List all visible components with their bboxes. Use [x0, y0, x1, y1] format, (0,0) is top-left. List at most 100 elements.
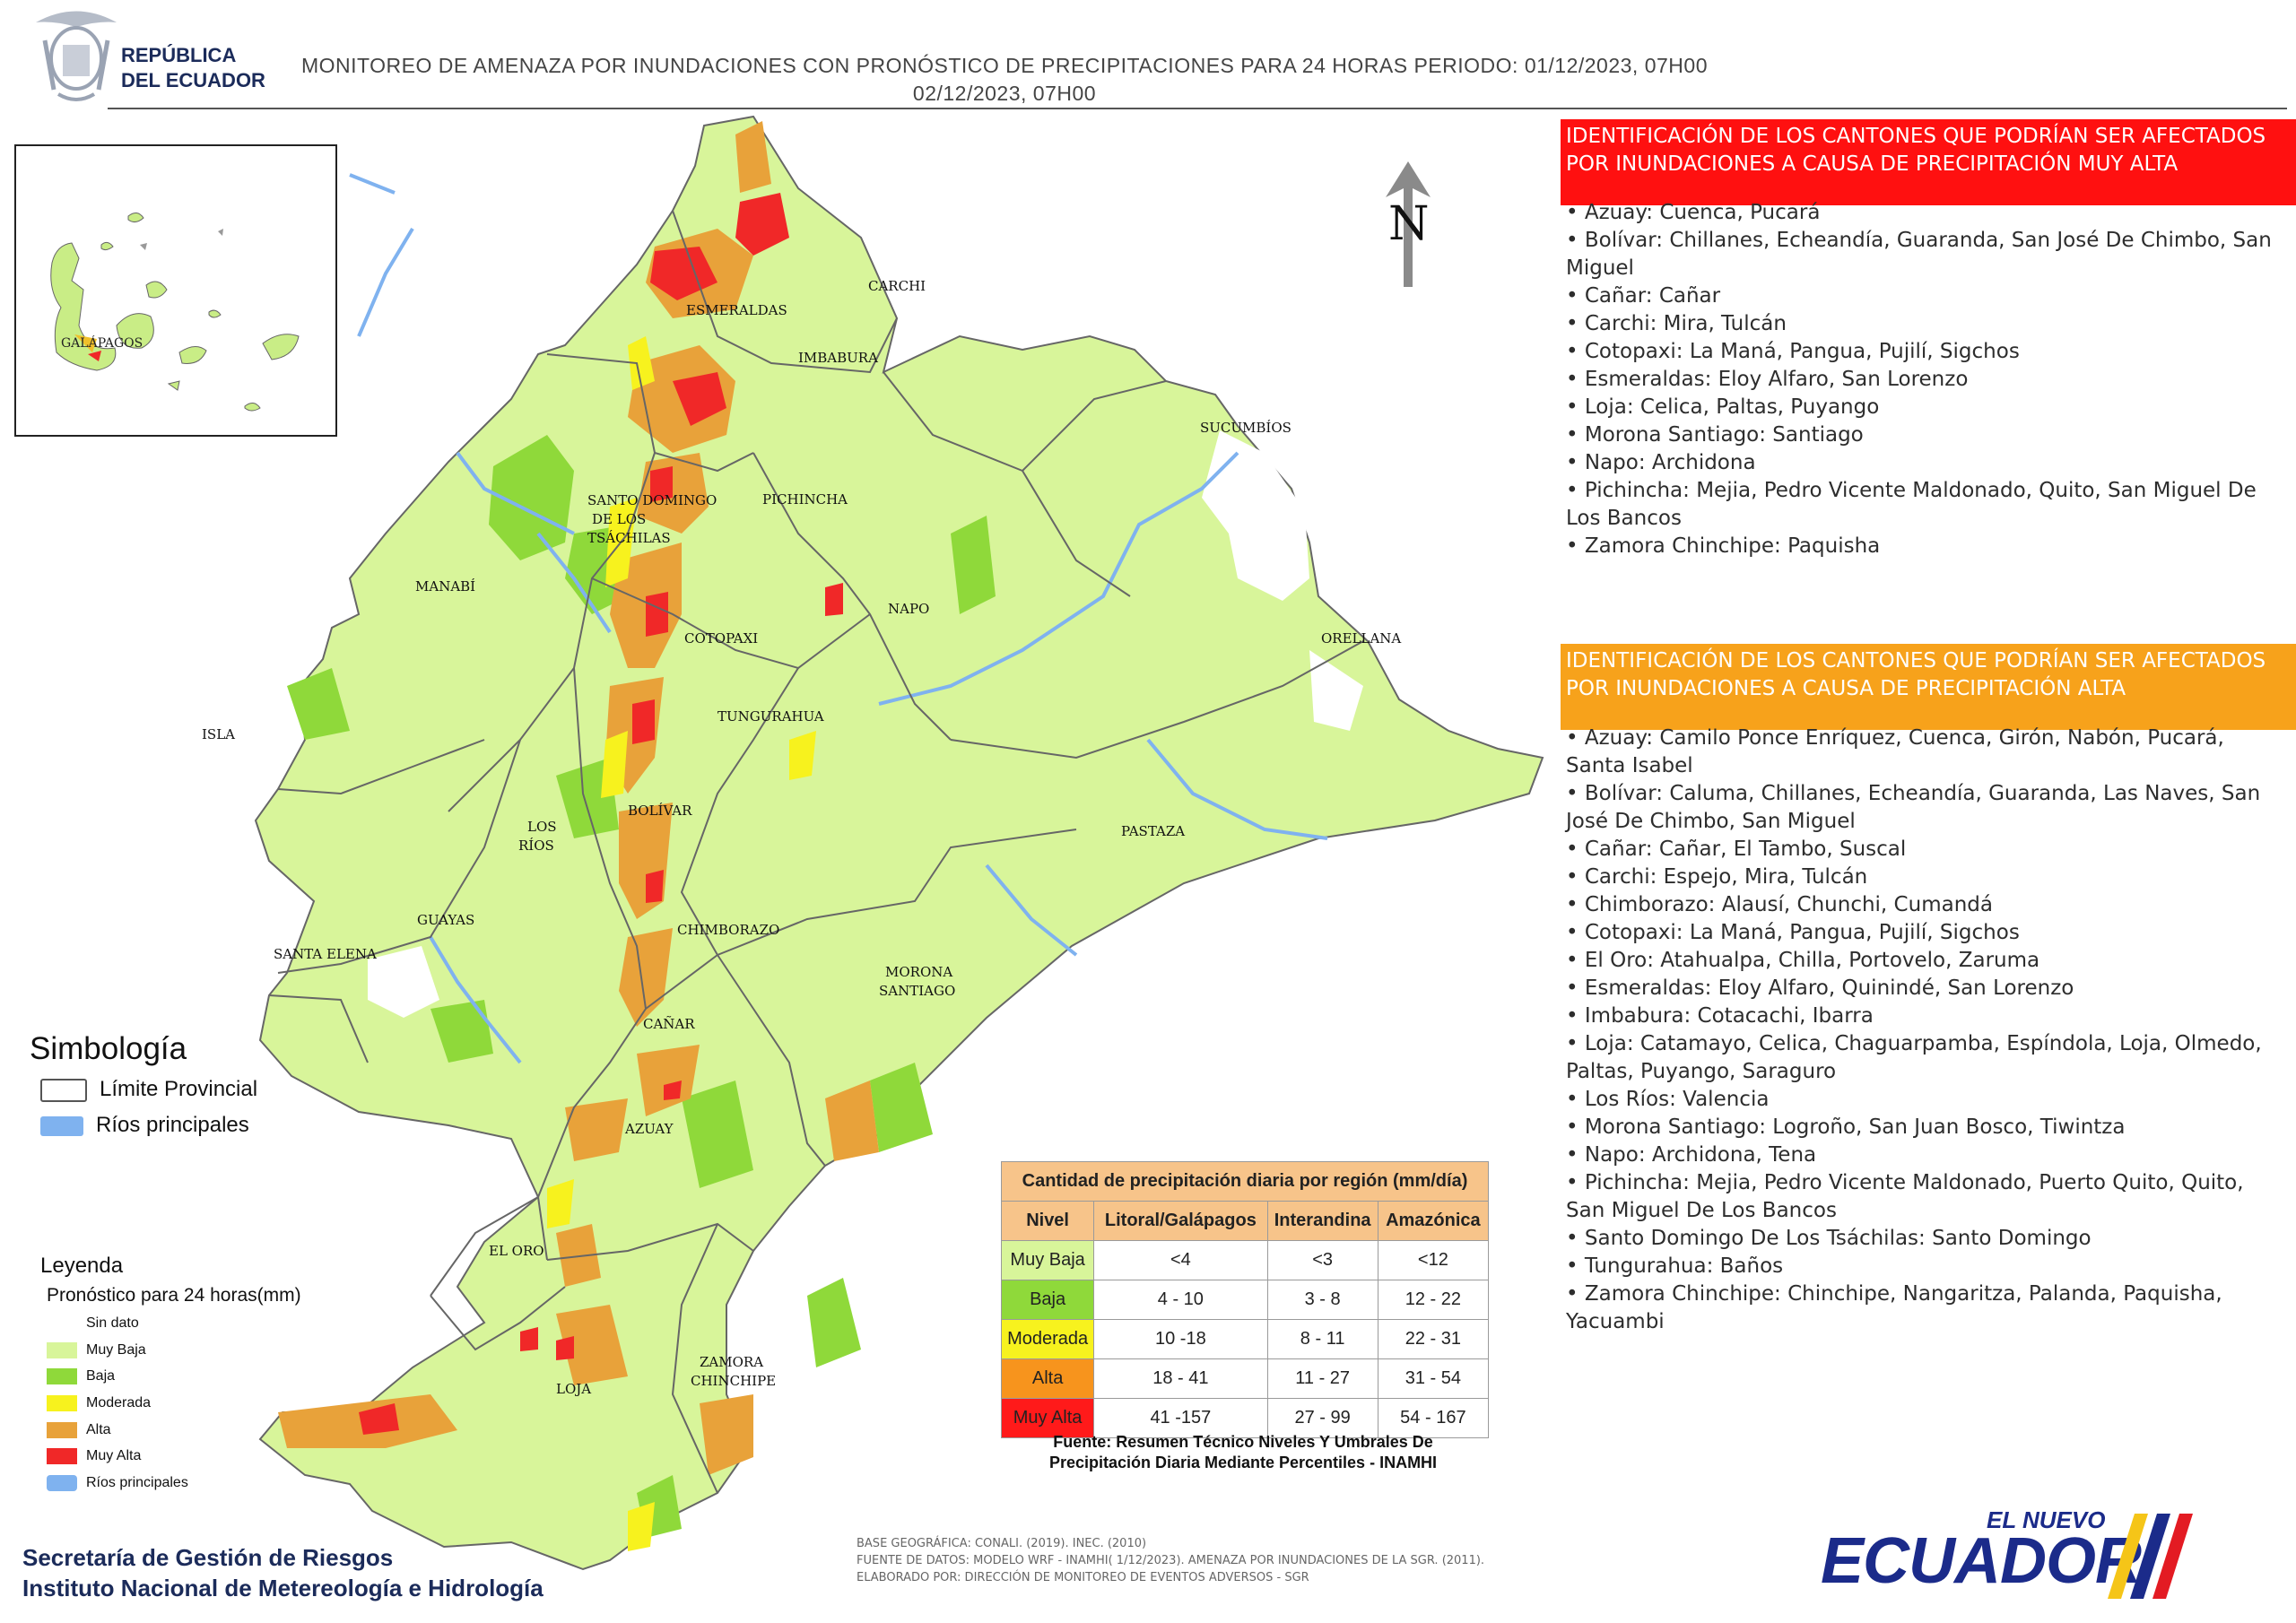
leyenda-subtitle: Pronóstico para 24 horas(mm) [47, 1285, 301, 1306]
list-item: • Tungurahua: Baños [1566, 1254, 1784, 1278]
list-item: • Cañar: Cañar, El Tambo, Suscal [1566, 838, 1907, 861]
legend-label: Moderada [86, 1395, 152, 1411]
label-santiago: SANTIAGO [879, 983, 956, 999]
north-arrow-icon [1386, 161, 1431, 287]
table-cell: 12 - 22 [1377, 1280, 1490, 1320]
precipitation-thresholds-table: Cantidad de precipitación diaria por reg… [1000, 1161, 1490, 1438]
no-data-area [1309, 650, 1363, 731]
label-azuay: AZUAY [625, 1121, 674, 1137]
list-item: • Bolívar: Chillanes, Echeandía, Guarand… [1566, 229, 2272, 280]
org-line-1: Secretaría de Gestión de Riesgos [22, 1544, 394, 1571]
list-item: • Zamora Chinchipe: Chinchipe, Nangaritz… [1566, 1282, 2222, 1333]
legend-item-muy-alta: Muy Alta [47, 1448, 141, 1464]
legend-item-muy-baja: Muy Baja [47, 1342, 146, 1358]
base-line-3: ELABORADO POR: DIRECCIÓN DE MONITOREO DE… [857, 1571, 1309, 1584]
map-title-line-2: 02/12/2023, 07H00 [912, 82, 1097, 105]
table-cell: 54 - 167 [1377, 1398, 1490, 1438]
list-item: • Carchi: Mira, Tulcán [1566, 312, 1787, 335]
no-data-area [368, 946, 439, 1018]
el-nuevo-ecuador-logo: EL NUEVO ECUADOR [1821, 1506, 2197, 1605]
simbologia-title: Simbología [30, 1031, 187, 1066]
table-cell: 22 - 31 [1377, 1319, 1490, 1359]
galapagos-inset-map: GALÁPAGOS [14, 144, 337, 437]
north-arrow-label: N [1388, 197, 1430, 251]
list-item: • Carchi: Espejo, Mira, Tulcán [1566, 865, 1868, 889]
leyenda-title: Leyenda [40, 1254, 124, 1278]
table-cell: <4 [1093, 1240, 1268, 1280]
table-cell: 10 -18 [1093, 1319, 1268, 1359]
list-item: • Pichincha: Mejia, Pedro Vicente Maldon… [1566, 479, 2257, 530]
simbologia-label: Límite Provincial [100, 1077, 258, 1101]
table-cell: 27 - 99 [1266, 1398, 1378, 1438]
legend-item-sin-dato: Sin dato [47, 1315, 139, 1332]
table-cell: 41 -157 [1093, 1398, 1268, 1438]
simbologia-item-rios: Ríos principales [40, 1113, 249, 1138]
base-line-2: FUENTE DE DATOS: MODELO WRF - INAMHI( 1/… [857, 1554, 1485, 1567]
table-header: Amazónica [1377, 1201, 1490, 1241]
legend-item-alta: Alta [47, 1422, 111, 1438]
table-header: Litoral/Galápagos [1093, 1201, 1268, 1241]
simbologia-label: Ríos principales [96, 1113, 249, 1137]
list-item: • Morona Santiago: Santiago [1566, 423, 1864, 447]
legend-swatch [47, 1448, 77, 1464]
legend-label: Ríos principales [86, 1475, 188, 1491]
table-row: Alta 18 - 41 11 - 27 31 - 54 [1000, 1358, 1490, 1399]
brand-small-text: EL NUEVO [1987, 1506, 2106, 1533]
label-chinchipe: CHINCHIPE [691, 1373, 777, 1389]
brand-big-text: ECUADOR [1821, 1525, 2142, 1597]
header-divider [108, 108, 2287, 109]
list-item: • Azuay: Camilo Ponce Enríquez, Cuenca, … [1566, 726, 2224, 777]
base-line-1: BASE GEOGRÁFICA: CONALI. (2019). INEC. (… [857, 1537, 1147, 1550]
legend-label: Baja [86, 1368, 116, 1384]
logo-text: REPÚBLICA DEL ECUADOR [121, 43, 265, 93]
label-imbabura: IMBABURA [798, 350, 878, 366]
table-cell: 8 - 11 [1266, 1319, 1378, 1359]
label-chimborazo: CHIMBORAZO [677, 922, 780, 938]
label-napo: NAPO [888, 601, 930, 617]
label-santo-domingo: SANTO DOMINGO [587, 492, 718, 508]
label-tsachilas: TSÁCHILAS [587, 530, 671, 546]
label-bolivar: BOLÍVAR [628, 803, 692, 819]
table-header: Interandina [1266, 1201, 1378, 1241]
table-row: Moderada 10 -18 8 - 11 22 - 31 [1000, 1319, 1490, 1359]
ecuador-flood-threat-map [254, 115, 1544, 1571]
table-cell: 31 - 54 [1377, 1358, 1490, 1399]
muy-alta-section-heading: IDENTIFICACIÓN DE LOS CANTONES QUE PODRÍ… [1561, 119, 2296, 205]
galapagos-islands-graphic [50, 213, 300, 412]
list-item: • El Oro: Atahualpa, Chilla, Portovelo, … [1566, 949, 2040, 972]
label-orellana: ORELLANA [1321, 630, 1402, 647]
table-cell: <12 [1377, 1240, 1490, 1280]
list-item: • Santo Domingo De Los Tsáchilas: Santo … [1566, 1227, 2092, 1250]
table-row: Baja 4 - 10 3 - 8 12 - 22 [1000, 1280, 1490, 1320]
label-canar: CAÑAR [643, 1016, 695, 1032]
simbologia-item-limite: Límite Provincial [40, 1077, 257, 1102]
table-title: Cantidad de precipitación diaria por reg… [1001, 1161, 1489, 1202]
table-cell: 11 - 27 [1266, 1358, 1378, 1399]
table-cell: 3 - 8 [1266, 1280, 1378, 1320]
inset-label-galapagos: GALÁPAGOS [61, 336, 144, 351]
footer-sources: BASE GEOGRÁFICA: CONALI. (2019). INEC. (… [857, 1535, 1493, 1586]
list-item: • Napo: Archidona [1566, 451, 1756, 474]
logo-line-1: REPÚBLICA [121, 44, 237, 66]
muy-alta-canton-list: • Azuay: Cuenca, Pucará • Bolívar: Chill… [1566, 199, 2283, 560]
list-item: • Loja: Catamayo, Celica, Chaguarpamba, … [1566, 1032, 2262, 1083]
alta-canton-list: • Azuay: Camilo Ponce Enríquez, Cuenca, … [1566, 725, 2283, 1336]
no-data-area [1202, 430, 1309, 601]
legend-swatch [47, 1475, 77, 1491]
list-item: • Chimborazo: Alausí, Chunchi, Cumandá [1566, 893, 1993, 916]
label-morona: MORONA [885, 964, 953, 980]
main-rivers [349, 173, 1328, 1064]
province-boundaries [268, 210, 1364, 1494]
logo-line-2: DEL ECUADOR [121, 69, 265, 91]
label-el-oro: EL ORO [489, 1243, 544, 1259]
legend-item-moderada: Moderada [47, 1395, 151, 1411]
label-isla: ISLA [202, 726, 235, 742]
legend-swatch [47, 1315, 77, 1332]
legend-swatch [47, 1342, 77, 1358]
table-cell: <3 [1266, 1240, 1378, 1280]
list-item: • Napo: Archidona, Tena [1566, 1143, 1817, 1167]
table-source-note: Fuente: Resumen Técnico Niveles Y Umbral… [1048, 1433, 1438, 1471]
limite-provincial-swatch [40, 1078, 87, 1102]
baja-precipitation-areas [287, 435, 996, 1538]
table-cell: 4 - 10 [1093, 1280, 1268, 1320]
